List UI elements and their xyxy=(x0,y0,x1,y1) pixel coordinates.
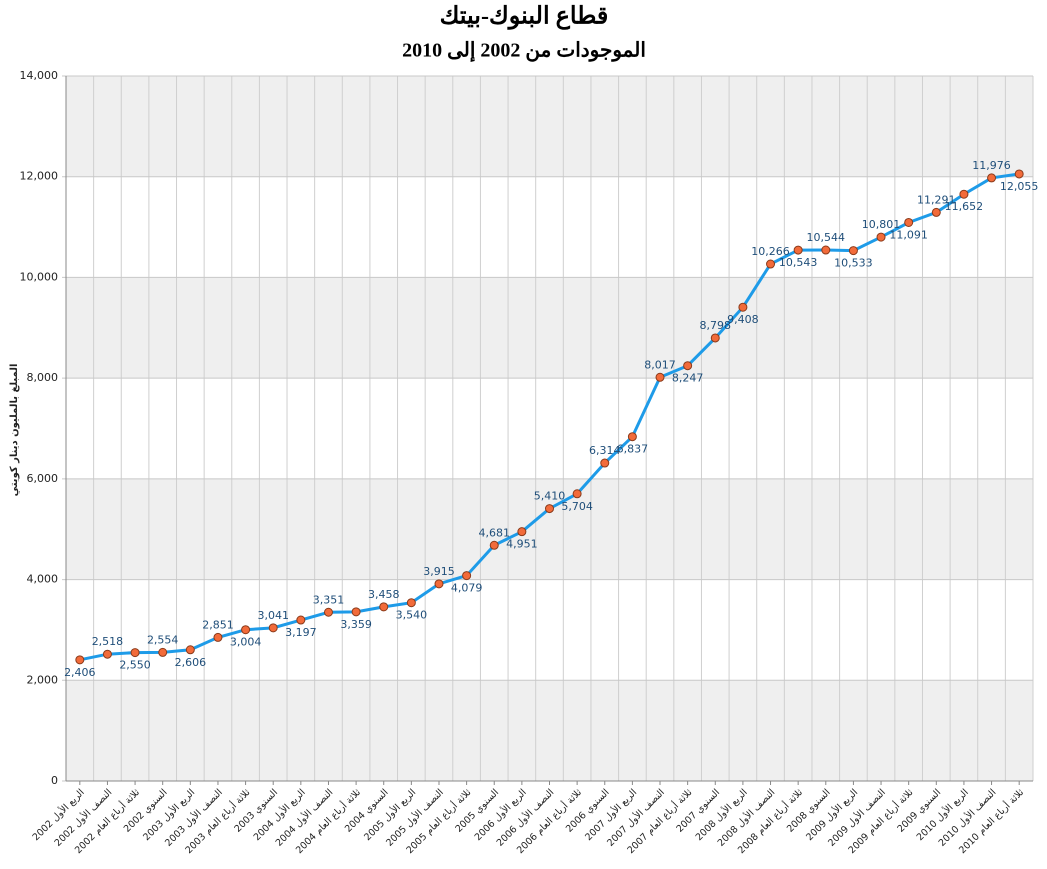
value-label: 2,550 xyxy=(119,659,151,672)
value-label: 4,079 xyxy=(451,582,483,595)
marker xyxy=(876,232,886,242)
marker xyxy=(987,173,997,183)
value-label: 12,055 xyxy=(1000,180,1039,193)
value-label: 2,406 xyxy=(64,666,96,679)
plot-band xyxy=(66,277,1033,379)
value-label: 11,291 xyxy=(917,193,956,206)
plot-band xyxy=(66,176,1033,278)
marker xyxy=(462,571,472,581)
value-label: 6,314 xyxy=(589,444,621,457)
value-label: 9,408 xyxy=(727,313,759,326)
marker xyxy=(489,540,499,550)
marker xyxy=(351,607,361,617)
y-tick-label: 6,000 xyxy=(27,472,59,485)
value-label: 2,851 xyxy=(202,618,234,631)
plot-band xyxy=(66,680,1033,781)
value-label: 8,247 xyxy=(672,372,704,385)
marker xyxy=(158,647,168,657)
value-label: 4,681 xyxy=(478,526,510,539)
marker xyxy=(1014,169,1024,179)
marker xyxy=(766,259,776,269)
marker xyxy=(406,598,416,608)
marker xyxy=(931,207,941,217)
marker xyxy=(655,372,665,382)
value-label: 2,554 xyxy=(147,633,179,646)
marker xyxy=(130,648,140,658)
value-label: 5,410 xyxy=(534,490,566,503)
value-label: 3,197 xyxy=(285,626,317,639)
marker xyxy=(959,189,969,199)
chart-title: قطاع البنوك-بيتك xyxy=(440,4,609,31)
value-label: 10,266 xyxy=(751,245,790,258)
plot-background xyxy=(65,76,1034,781)
value-label: 11,652 xyxy=(945,200,984,213)
marker xyxy=(710,333,720,343)
y-tick-label: 2,000 xyxy=(27,673,59,686)
y-tick-label: 10,000 xyxy=(20,270,59,283)
marker xyxy=(738,302,748,312)
value-label: 11,976 xyxy=(972,159,1011,172)
marker xyxy=(600,458,610,468)
value-label: 2,606 xyxy=(175,656,207,669)
value-label: 11,091 xyxy=(889,228,928,241)
marker xyxy=(268,623,278,633)
value-label: 3,041 xyxy=(257,609,289,622)
marker xyxy=(434,579,444,589)
plot-band xyxy=(66,378,1033,479)
marker xyxy=(821,245,831,255)
marker xyxy=(213,632,223,642)
value-label: 3,004 xyxy=(230,636,262,649)
value-label: 8,798 xyxy=(700,319,732,332)
marker xyxy=(241,625,251,635)
marker xyxy=(323,607,333,617)
value-label: 5,704 xyxy=(561,500,593,513)
marker xyxy=(848,246,858,256)
marker xyxy=(296,615,306,625)
marker xyxy=(517,527,527,537)
plot-band xyxy=(66,76,1033,177)
marker xyxy=(545,504,554,514)
value-label: 3,540 xyxy=(396,609,428,622)
y-tick-label: 8,000 xyxy=(27,371,59,384)
marker xyxy=(379,602,389,612)
value-label: 10,533 xyxy=(834,257,873,270)
marker xyxy=(627,432,637,442)
value-label: 2,518 xyxy=(92,635,124,648)
y-tick-label: 4,000 xyxy=(27,573,59,586)
marker xyxy=(185,645,195,655)
marker xyxy=(904,217,914,227)
value-label: 10,543 xyxy=(779,256,818,269)
value-label: 3,458 xyxy=(368,588,400,601)
value-label: 8,017 xyxy=(644,358,676,371)
value-label: 3,915 xyxy=(423,565,455,578)
chart-subtitle: الموجودات من 2002 إلى 2010 xyxy=(402,40,646,63)
marker xyxy=(683,361,693,371)
marker xyxy=(572,489,582,499)
value-label: 6,837 xyxy=(617,443,649,456)
plot-band xyxy=(66,579,1033,681)
y-tick-label: 14,000 xyxy=(20,69,59,82)
marker xyxy=(102,649,112,659)
value-label: 3,359 xyxy=(340,618,372,631)
value-label: 10,544 xyxy=(807,231,846,244)
marker xyxy=(793,245,803,255)
plot-band xyxy=(66,478,1033,580)
y-tick-label: 0 xyxy=(51,774,58,787)
y-axis-label: المبلغ بالمليون دينار كويتي xyxy=(9,364,20,497)
value-label: 4,951 xyxy=(506,538,538,551)
value-label: 3,351 xyxy=(313,593,345,606)
y-tick-label: 12,000 xyxy=(20,170,59,183)
marker xyxy=(75,655,85,665)
value-label: 10,801 xyxy=(862,218,901,231)
